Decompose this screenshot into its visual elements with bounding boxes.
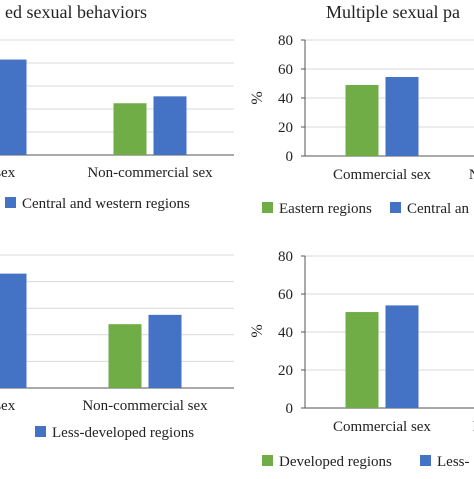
bar-blue-cat2 <box>153 96 187 155</box>
y-tick-label: 0 <box>286 401 294 417</box>
bar-blue-cat2 <box>148 314 182 388</box>
y-tick-label: 60 <box>278 287 293 303</box>
bar-blue-cat1 <box>385 76 419 156</box>
x-category-label: Non-commercial sex <box>82 398 208 414</box>
legend-label: Less-developed regions <box>52 425 194 441</box>
bar-green-cat2 <box>108 324 142 388</box>
bar-blue-cat1 <box>0 59 27 155</box>
bar-green-cat2 <box>113 103 147 155</box>
x-category-label: Non-commercial sex <box>87 165 213 181</box>
chart-panel-1: rcial sex Non-commercial sex ed sexual beh… <box>0 2 234 212</box>
y-tick-label: 20 <box>278 363 293 379</box>
legend-label: Less- <box>437 454 470 470</box>
chart-title: Multiple sexual pa <box>326 2 460 22</box>
y-tick-label: 0 <box>286 149 294 165</box>
legend-label: Eastern regions <box>279 201 372 217</box>
y-tick-label: 80 <box>278 249 293 265</box>
y-axis-label: % <box>249 91 266 104</box>
y-tick-label: 60 <box>278 62 293 78</box>
legend-swatch <box>262 202 273 213</box>
x-category-label: rcial sex <box>0 398 16 414</box>
x-category-label: Commercial sex <box>333 419 431 435</box>
bar-blue-cat1 <box>0 273 27 388</box>
legend-label: Developed regions <box>279 454 392 470</box>
y-tick-label: 40 <box>278 325 293 341</box>
bar-green-cat1 <box>345 312 379 408</box>
chart-title: ed sexual behaviors <box>5 2 147 22</box>
legend-swatch <box>420 455 431 466</box>
x-category-label: Commercial sex <box>333 167 431 183</box>
y-tick-label: 40 <box>278 91 293 107</box>
y-tick-label: 20 <box>278 120 293 136</box>
legend-label: Central and western regions <box>22 196 190 212</box>
legend-swatch <box>390 202 401 213</box>
x-category-label: No <box>469 167 474 183</box>
y-tick-label: 80 <box>278 33 293 49</box>
chart-panel-3: rcial sex Non-commercial sex Less-develope… <box>0 254 234 441</box>
legend-label: Central an <box>407 201 470 217</box>
x-category-label: rcial sex <box>0 165 16 181</box>
y-axis-label: % <box>249 324 266 337</box>
legend-swatch <box>35 426 46 437</box>
legend-swatch <box>5 197 16 208</box>
bar-green-cat1 <box>345 84 379 156</box>
bar-blue-cat1 <box>385 305 419 408</box>
legend-swatch <box>262 455 273 466</box>
chart-panel-4: 0 20 40 60 80% Commercial sex N Developed regio… <box>249 249 474 470</box>
chart-panel-2: 0 20 40 60 80% Commercial sex No Multiple sexua… <box>249 2 474 217</box>
x-category-label: N <box>473 419 474 435</box>
